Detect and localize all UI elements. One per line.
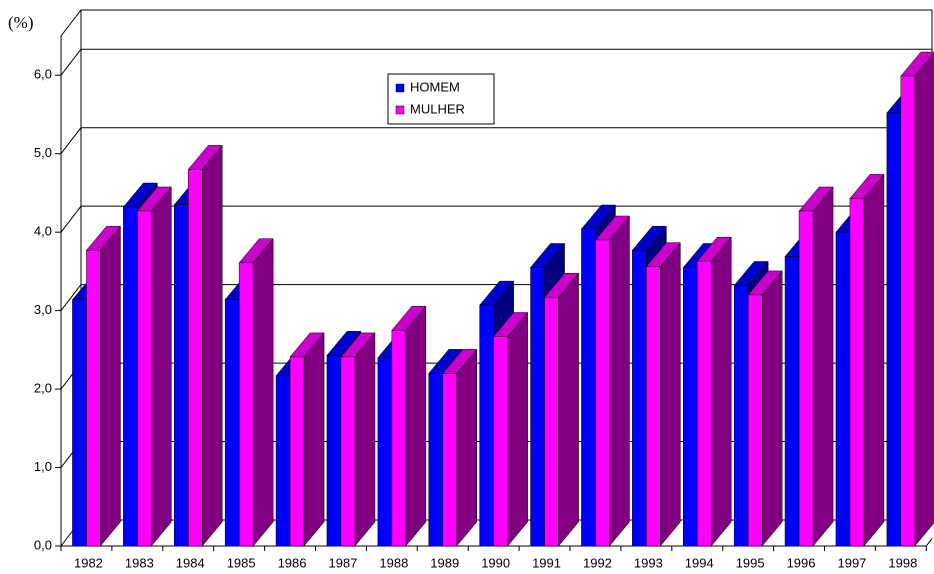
bar	[733, 285, 749, 547]
bar-side	[354, 332, 376, 547]
bar-side	[711, 236, 732, 547]
bar-side	[660, 241, 681, 547]
y-tick-label: 1,0	[34, 459, 52, 474]
bar-side	[761, 270, 783, 547]
bar-side	[609, 215, 630, 547]
x-tick-label: 1988	[379, 555, 408, 570]
bar	[581, 228, 596, 547]
x-tick-label: 1997	[837, 555, 866, 570]
x-tick-label: 1993	[634, 555, 663, 570]
x-tick-label: 1985	[227, 555, 256, 570]
legend-box	[387, 73, 495, 125]
bar	[849, 198, 865, 547]
grid-line-side	[60, 127, 82, 154]
bar-side	[914, 52, 934, 547]
y-tick-label: 6,0	[34, 67, 52, 82]
bar-side	[863, 173, 885, 547]
x-tick-label: 1995	[736, 555, 765, 570]
y-tick-label: 5,0	[34, 145, 52, 160]
bar-side	[507, 311, 528, 547]
bar-side	[558, 272, 579, 547]
bar	[428, 373, 443, 547]
legend-swatch	[395, 105, 405, 115]
bar	[174, 204, 189, 547]
bar	[123, 206, 138, 547]
bar	[747, 294, 763, 547]
floor-edge	[925, 538, 933, 547]
bar	[683, 267, 698, 547]
bar	[900, 75, 916, 547]
bar-side	[252, 238, 274, 547]
bar	[224, 299, 240, 547]
bar	[632, 249, 647, 547]
y-tick-label: 3,0	[34, 302, 52, 317]
x-tick-label: 1991	[532, 555, 561, 570]
y-tick-label: 4,0	[34, 224, 52, 239]
bar-side	[202, 144, 223, 547]
legend: HOMEM MULHER	[387, 73, 495, 125]
legend-swatch	[395, 83, 405, 93]
grid-line-side	[60, 48, 82, 76]
bar	[886, 112, 902, 547]
bar	[479, 304, 494, 547]
bar-side	[405, 305, 427, 547]
x-tick-label: 1983	[125, 555, 154, 570]
bar	[493, 336, 508, 547]
bar	[340, 356, 356, 547]
x-tick-label: 1996	[787, 555, 816, 570]
bar	[835, 231, 851, 547]
x-tick-label: 1992	[583, 555, 612, 570]
bar	[137, 210, 152, 547]
bar	[326, 355, 342, 547]
x-tick-label: 1994	[685, 555, 714, 570]
y-tick-label: 2,0	[34, 381, 52, 396]
bar	[595, 239, 610, 547]
bar-side	[812, 186, 834, 547]
bar	[798, 210, 814, 547]
bar-side	[100, 225, 121, 547]
x-tick-label: 1982	[74, 555, 103, 570]
bar	[442, 373, 457, 547]
x-tick-label: 1987	[328, 555, 357, 570]
bar	[72, 299, 87, 547]
bar	[544, 297, 559, 547]
bar-side	[456, 348, 477, 547]
bar	[86, 249, 101, 547]
legend-label: MULHER	[410, 101, 465, 116]
bar	[238, 262, 254, 547]
y-tick-label: 0,0	[34, 537, 52, 552]
bar	[530, 267, 545, 547]
x-tick-label: 1990	[481, 555, 510, 570]
bar	[275, 375, 291, 547]
back-wall	[60, 9, 932, 546]
x-tick-label: 1986	[278, 555, 307, 570]
bar	[697, 260, 712, 547]
x-tick-label: 1984	[176, 555, 205, 570]
bar	[391, 329, 407, 547]
y-axis-label: (%)	[8, 13, 33, 32]
grid-line-side	[60, 284, 82, 311]
x-tick-label: 1989	[430, 555, 459, 570]
bar-side	[151, 186, 172, 547]
bar	[188, 169, 203, 547]
bar	[289, 356, 305, 547]
bar	[377, 357, 393, 547]
grid-line-side	[60, 205, 82, 233]
x-tick-label: 1998	[888, 555, 917, 570]
bar	[646, 266, 661, 547]
bar-side	[303, 332, 325, 547]
legend-label: HOMEM	[410, 79, 460, 94]
bar	[784, 256, 800, 547]
